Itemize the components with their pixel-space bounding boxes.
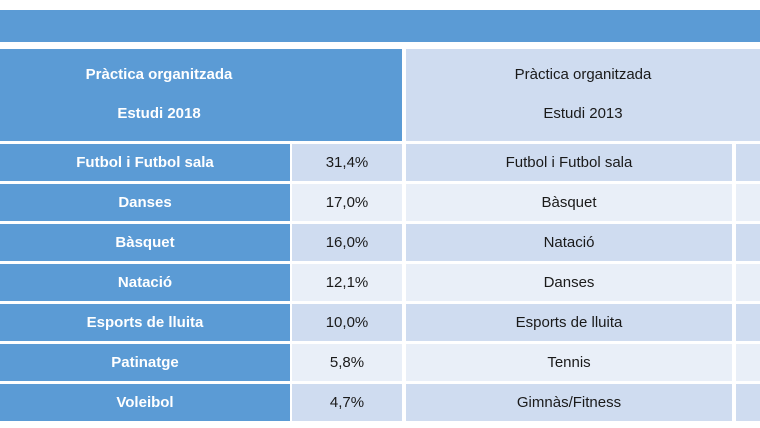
top-band [0,10,760,42]
empty-cell [736,344,760,381]
table-row: Bàsquet 16,0% Natació [0,224,760,261]
header-2018-title: Pràctica organitzada [85,66,233,83]
empty-cell [736,304,760,341]
empty-cell [736,264,760,301]
sport-2018-cell: Danses [0,184,290,221]
sport-2013-cell: Gimnàs/Fitness [406,384,732,421]
sport-2013-cell: Danses [406,264,732,301]
percentage-cell: 10,0% [292,304,402,341]
table-row: Natació 12,1% Danses [0,264,760,301]
empty-cell [736,184,760,221]
table-row: Patinatge 5,8% Tennis [0,344,760,381]
sport-2013-cell: Futbol i Futbol sala [406,144,732,181]
percentage-cell: 4,7% [292,384,402,421]
sport-2013-cell: Bàsquet [406,184,732,221]
percentage-cell: 16,0% [292,224,402,261]
sport-2013-cell: Natació [406,224,732,261]
percentage-cell: 5,8% [292,344,402,381]
header-2013-title: Pràctica organitzada [514,66,652,83]
table-row: Voleibol 4,7% Gimnàs/Fitness [0,384,760,421]
sport-2013-cell: Esports de lluita [406,304,732,341]
percentage-cell: 12,1% [292,264,402,301]
header-2018-subtitle: Estudi 2018 [117,105,201,122]
percentage-cell: 17,0% [292,184,402,221]
percentage-cell: 31,4% [292,144,402,181]
empty-cell [736,224,760,261]
sport-2018-cell: Voleibol [0,384,290,421]
sport-2018-cell: Natació [0,264,290,301]
sport-2018-cell: Futbol i Futbol sala [0,144,290,181]
table-row: Esports de lluita 10,0% Esports de lluit… [0,304,760,341]
empty-cell [736,144,760,181]
sport-2018-cell: Patinatge [0,344,290,381]
header-2018: Pràctica organitzada Estudi 2018 [0,49,402,141]
table-row: Danses 17,0% Bàsquet [0,184,760,221]
empty-cell [736,384,760,421]
table-row: Futbol i Futbol sala 31,4% Futbol i Futb… [0,144,760,181]
sport-2018-cell: Esports de lluita [0,304,290,341]
sport-2013-cell: Tennis [406,344,732,381]
sport-2018-cell: Bàsquet [0,224,290,261]
header-2013: Pràctica organitzada Estudi 2013 [406,49,760,141]
header-2013-subtitle: Estudi 2013 [543,105,623,122]
